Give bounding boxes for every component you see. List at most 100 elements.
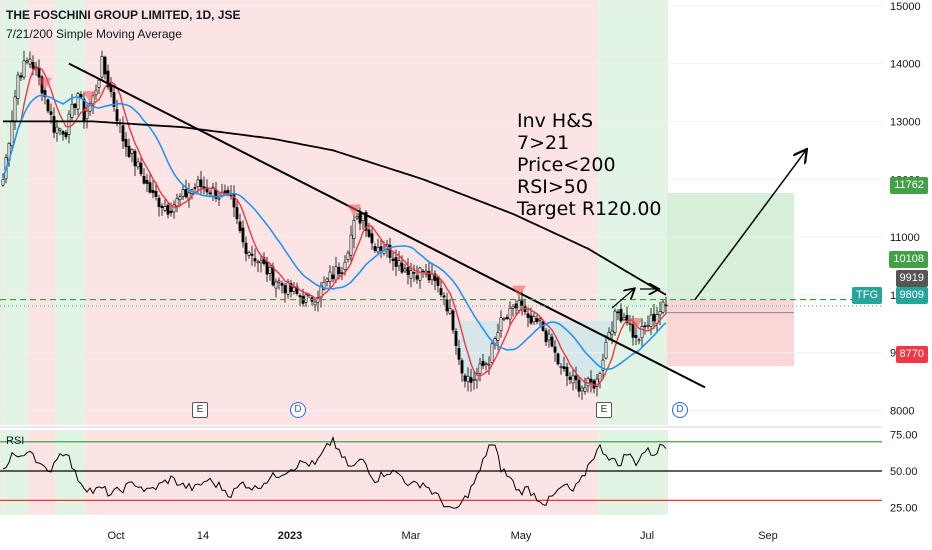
- annotation-pattern: Inv H&S: [517, 110, 594, 132]
- candle-body: [175, 198, 179, 207]
- candle-body: [412, 272, 416, 274]
- candle-body: [391, 258, 395, 261]
- candle-body: [277, 280, 281, 283]
- candle-body: [259, 260, 263, 264]
- candle-body: [322, 281, 326, 290]
- candle-body: [337, 266, 341, 275]
- candle-body: [463, 375, 467, 382]
- candle-body: [184, 188, 188, 198]
- candle-body: [364, 211, 368, 231]
- candle-body: [172, 204, 176, 213]
- candle-body: [427, 270, 431, 281]
- candle-body: [529, 315, 533, 324]
- candle-body: [148, 182, 152, 193]
- candle-body: [196, 179, 200, 187]
- candle-body: [253, 258, 257, 262]
- candle-body: [355, 216, 359, 219]
- candle-body: [58, 128, 62, 131]
- candle-body: [358, 212, 362, 224]
- setup-annotation: Inv H&S 7>21 Price<200 RSI>50 Target R12…: [517, 110, 662, 220]
- candle-body: [205, 187, 209, 193]
- candle-body: [589, 378, 593, 383]
- candle-body: [487, 363, 491, 366]
- candle-body: [469, 377, 473, 383]
- candle-body: [151, 189, 155, 194]
- stop-price-tag: 8770: [895, 346, 928, 363]
- candle-body: [442, 295, 446, 298]
- price-tick-label: 11000: [890, 232, 920, 244]
- candle-body: [31, 61, 35, 69]
- candle-body: [316, 296, 320, 303]
- candle-body: [121, 125, 125, 142]
- candle-body: [373, 246, 377, 251]
- candle-body: [331, 274, 335, 280]
- candle-body: [445, 299, 449, 312]
- candle-body: [271, 266, 275, 286]
- candle-body: [130, 149, 134, 154]
- price-tick-label: 15000: [890, 1, 921, 13]
- candle-body: [250, 253, 254, 256]
- candle-body: [379, 246, 383, 251]
- candle-body: [433, 273, 437, 282]
- inverse-head-shoulders-area: [441, 320, 651, 392]
- candle-body: [652, 313, 656, 322]
- candle-body: [100, 56, 104, 78]
- time-axis: Oct 14 2023 Mar May Jul Sep: [107, 530, 777, 542]
- dividend-event-icon[interactable]: D: [672, 402, 688, 418]
- candle-body: [103, 56, 107, 75]
- candle-body: [349, 234, 353, 256]
- candle-body: [22, 60, 26, 78]
- time-tick-label: 14: [197, 530, 209, 542]
- candle-body: [646, 325, 650, 327]
- earnings-event-icon[interactable]: E: [192, 402, 208, 418]
- candle-body: [166, 204, 170, 215]
- candle-body: [556, 353, 560, 365]
- candle-body: [436, 277, 440, 286]
- candle-body: [97, 79, 101, 88]
- candle-body: [115, 109, 119, 122]
- candle-body: [538, 318, 542, 321]
- annotation-ma-cross: 7>21: [517, 132, 570, 154]
- candle-body: [37, 68, 41, 78]
- sell-signal-triangle: [347, 204, 361, 217]
- dividend-event-icon[interactable]: D: [290, 402, 306, 418]
- candle-body: [517, 300, 521, 311]
- candle-body: [106, 70, 110, 88]
- rsi-tick-label: 25.00: [890, 503, 918, 515]
- candle-body: [346, 252, 350, 260]
- candle-body: [484, 363, 488, 365]
- annotation-rsi: RSI>50: [517, 176, 588, 198]
- upper-price-tag: 10108: [889, 251, 928, 268]
- candle-body: [535, 318, 539, 323]
- rsi-bullish-shading: [55, 430, 85, 515]
- candle-body: [367, 229, 371, 237]
- candle-body: [397, 260, 401, 267]
- candle-body: [55, 126, 59, 134]
- candle-body: [268, 266, 272, 274]
- candle-body: [160, 205, 164, 208]
- candle-body: [595, 378, 599, 387]
- candle-body: [406, 267, 410, 276]
- candle-body: [628, 323, 632, 325]
- candle-body: [304, 294, 308, 303]
- candle-body: [361, 213, 365, 222]
- candle-body: [112, 92, 116, 107]
- candle-body: [619, 308, 623, 322]
- drawings: [0, 62, 882, 389]
- earnings-event-icon[interactable]: E: [596, 402, 612, 418]
- candle-body: [496, 332, 500, 341]
- candle-body: [376, 247, 380, 253]
- candle-body: [664, 304, 668, 307]
- candle-body: [520, 300, 524, 306]
- candle-body: [169, 210, 173, 213]
- candle-body: [499, 317, 503, 331]
- candle-body: [661, 301, 665, 313]
- candle-body: [553, 346, 557, 353]
- candle-body: [481, 360, 485, 367]
- candle-body: [649, 314, 653, 327]
- candle-body: [610, 330, 614, 335]
- candle-body: [157, 197, 161, 207]
- candle-body: [511, 306, 515, 309]
- candle-body: [637, 339, 641, 342]
